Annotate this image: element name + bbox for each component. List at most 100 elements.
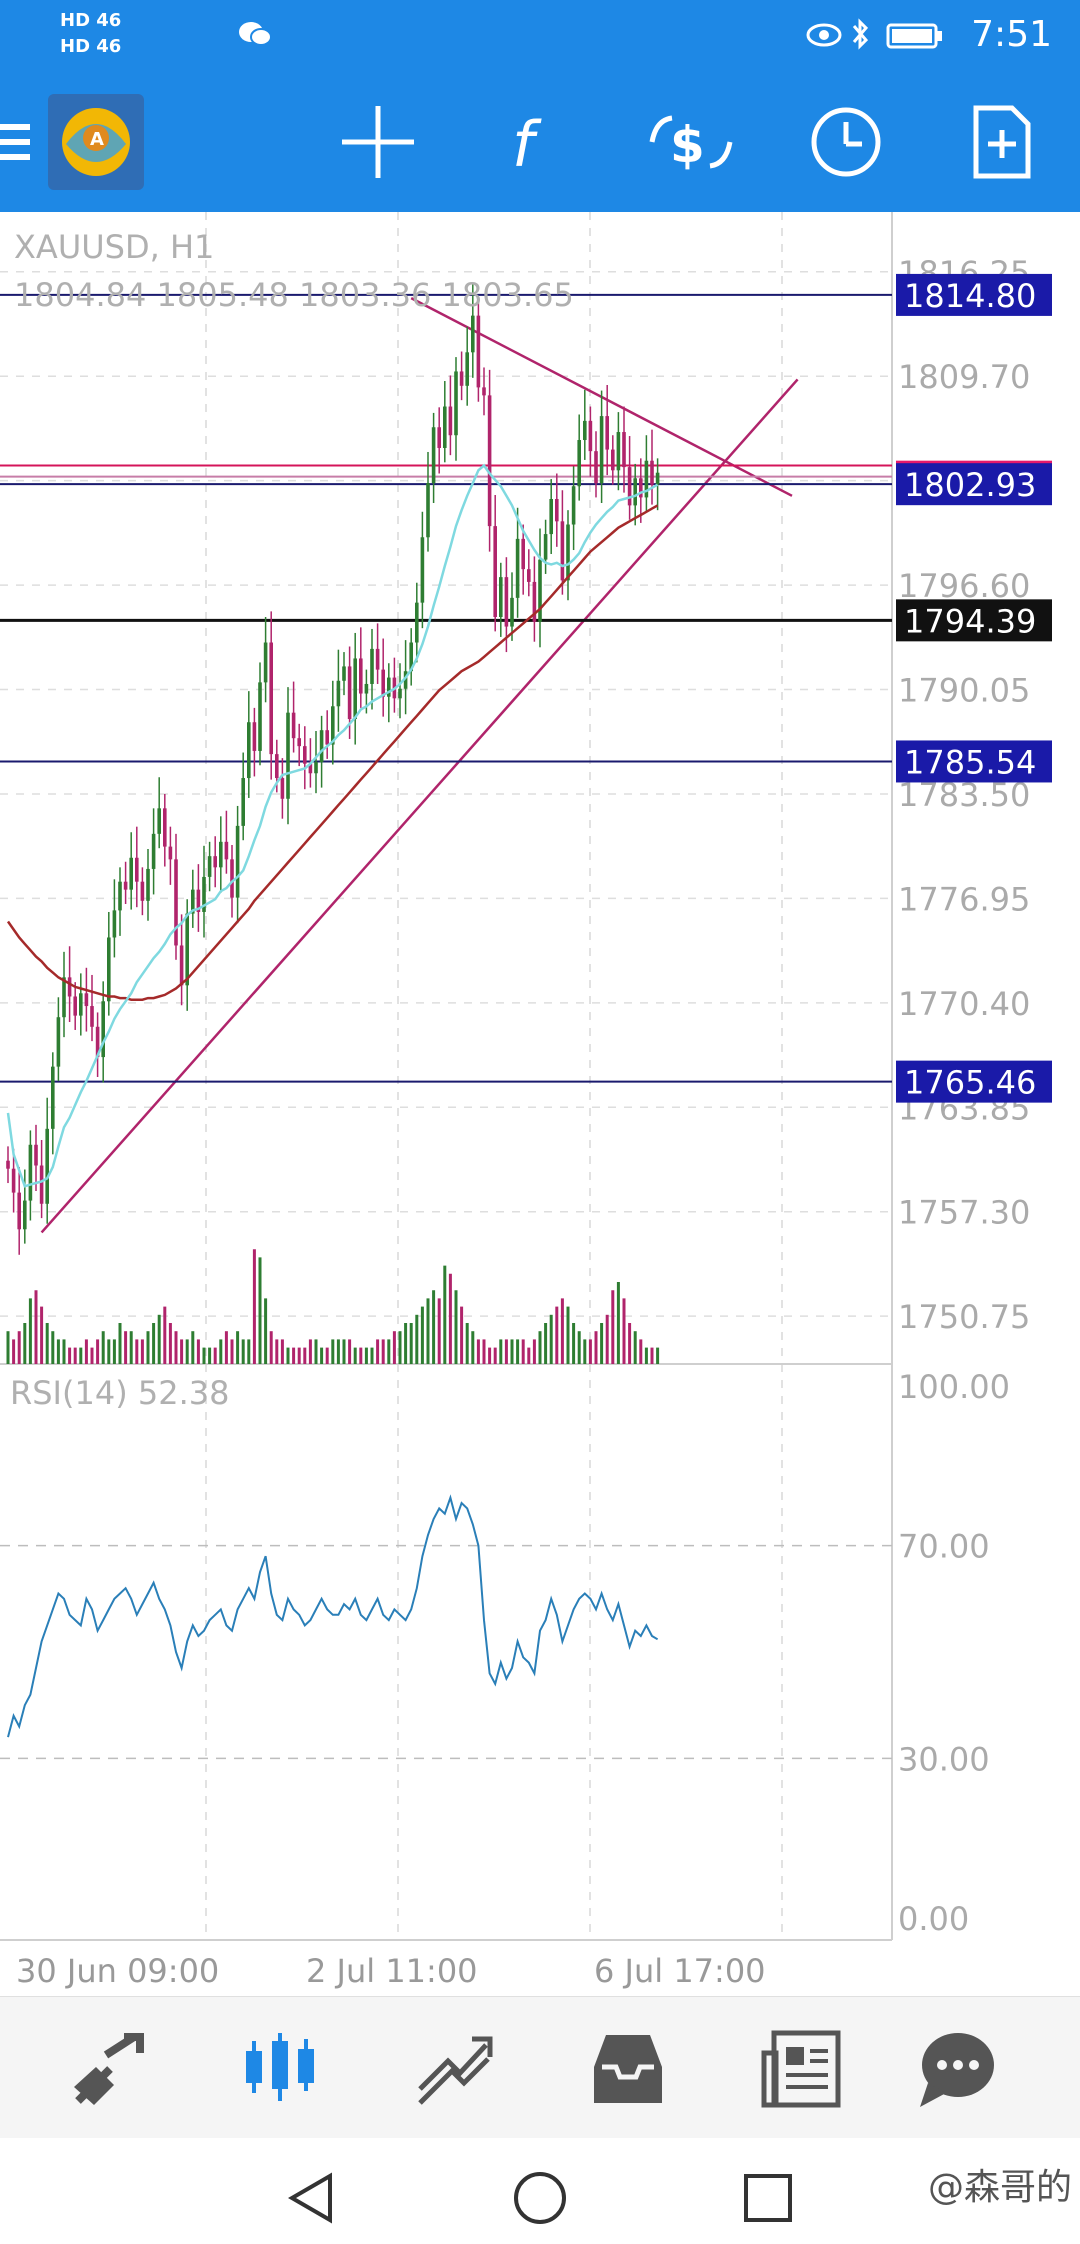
chart-area[interactable]: 1816.251809.701803.151796.601790.051783.… xyxy=(0,212,1080,1996)
candle-body xyxy=(235,825,240,898)
candle-body xyxy=(213,856,217,868)
candle-body xyxy=(168,846,173,860)
candle-body xyxy=(409,642,413,672)
candle-body xyxy=(387,677,391,697)
rsi-axis-label: 100.00 xyxy=(898,1368,1010,1406)
candle-body xyxy=(347,666,352,720)
candle-body xyxy=(571,486,576,525)
slow-moving-average xyxy=(6,504,659,1001)
candle-body xyxy=(174,859,178,946)
candle-body xyxy=(51,1066,55,1129)
rsi-axis-label: 70.00 xyxy=(898,1528,990,1566)
candle-body xyxy=(476,315,481,388)
candle-body xyxy=(79,993,83,1016)
time-axis-label: 6 Jul 17:00 xyxy=(594,1952,766,1990)
price-tag-label: 1802.93 xyxy=(904,466,1036,504)
price-axis-label: 1750.75 xyxy=(898,1298,1030,1336)
candle-body xyxy=(543,534,548,560)
candle-body xyxy=(34,1144,38,1166)
candle-body xyxy=(336,680,341,707)
price-axis-label: 1796.60 xyxy=(898,567,1030,605)
candle-body xyxy=(448,406,453,436)
new-document-icon[interactable] xyxy=(962,102,1042,182)
candle-body xyxy=(487,395,492,527)
ascending-trendline xyxy=(40,378,799,1234)
candle-body xyxy=(252,722,257,751)
history-icon[interactable] xyxy=(586,2027,670,2111)
candle-body xyxy=(370,648,374,684)
candle-body xyxy=(23,1200,27,1230)
candle-body xyxy=(403,671,408,689)
candle-body xyxy=(437,427,441,448)
trade-icon[interactable]: $ xyxy=(646,102,733,182)
indicators-icon[interactable]: f xyxy=(494,102,574,182)
candle-body xyxy=(291,712,296,739)
candle-body xyxy=(207,856,212,877)
candle-body xyxy=(135,857,139,882)
candle-body xyxy=(499,577,503,617)
recents-icon[interactable] xyxy=(738,2168,798,2228)
candle-body xyxy=(650,460,654,485)
crosshair-icon[interactable] xyxy=(338,102,418,182)
time-axis-label: 2 Jul 11:00 xyxy=(306,1952,478,1990)
candle-body xyxy=(28,1144,33,1201)
candle-body xyxy=(11,1168,16,1193)
chart-icon[interactable] xyxy=(238,2027,322,2111)
candle-body xyxy=(588,420,593,452)
candle-body xyxy=(415,602,419,643)
clock-icon[interactable] xyxy=(806,102,886,182)
candle-body xyxy=(555,499,559,522)
candle-body xyxy=(196,889,201,912)
trade-nav-icon[interactable] xyxy=(412,2027,496,2111)
candle-body xyxy=(303,746,307,764)
price-chart[interactable]: 1816.251809.701803.151796.601790.051783.… xyxy=(0,212,1080,1996)
candle-body xyxy=(191,889,195,914)
candle-body xyxy=(560,521,565,581)
candle-body xyxy=(157,808,161,834)
candle-body xyxy=(280,778,285,799)
price-axis-label: 1790.05 xyxy=(898,672,1030,710)
status-bar: HD 46 HD 46 7:51 xyxy=(0,0,1080,72)
menu-icon[interactable] xyxy=(0,122,34,162)
candle-body xyxy=(224,841,229,860)
candle-body xyxy=(616,432,621,471)
back-icon[interactable] xyxy=(282,2168,342,2228)
candle-body xyxy=(179,945,184,986)
candle-body xyxy=(202,876,206,912)
news-icon[interactable] xyxy=(760,2027,844,2111)
app-logo[interactable]: A xyxy=(48,94,144,190)
rsi-axis-label: 0.00 xyxy=(898,1900,969,1938)
candle-body xyxy=(185,913,189,986)
candle-body xyxy=(101,1001,105,1058)
bluetooth-icon xyxy=(850,16,870,56)
price-tag xyxy=(896,599,1052,642)
candle-body xyxy=(504,577,509,627)
candle-body xyxy=(583,420,587,441)
candle-body xyxy=(140,881,145,901)
quotes-icon[interactable] xyxy=(68,2027,152,2111)
candle-body xyxy=(95,1026,100,1058)
candle-body xyxy=(364,683,369,694)
candle-body xyxy=(611,449,615,471)
candle-body xyxy=(644,460,649,498)
candle-body xyxy=(359,658,363,694)
candle-body xyxy=(375,648,380,670)
candle-body xyxy=(230,859,234,898)
candle-body xyxy=(90,1006,94,1027)
candle-body xyxy=(443,406,447,448)
candle-body xyxy=(577,440,581,487)
candle-body xyxy=(67,977,72,997)
candle-body xyxy=(331,706,335,745)
signal-indicators: HD 46 HD 46 xyxy=(60,8,121,60)
candle-body xyxy=(241,778,245,826)
price-axis-label: 1776.95 xyxy=(898,880,1030,918)
system-navigation-bar: @森哥的 xyxy=(0,2138,1080,2244)
candle-body xyxy=(84,993,89,1007)
price-axis-label: 1757.30 xyxy=(898,1194,1030,1232)
sim1-indicator: HD 46 xyxy=(60,10,122,31)
messages-icon[interactable] xyxy=(914,2027,998,2111)
candle-body xyxy=(465,352,469,386)
candle-body xyxy=(431,427,436,484)
bottom-navigation xyxy=(0,1996,1080,2139)
home-icon[interactable] xyxy=(510,2168,570,2228)
